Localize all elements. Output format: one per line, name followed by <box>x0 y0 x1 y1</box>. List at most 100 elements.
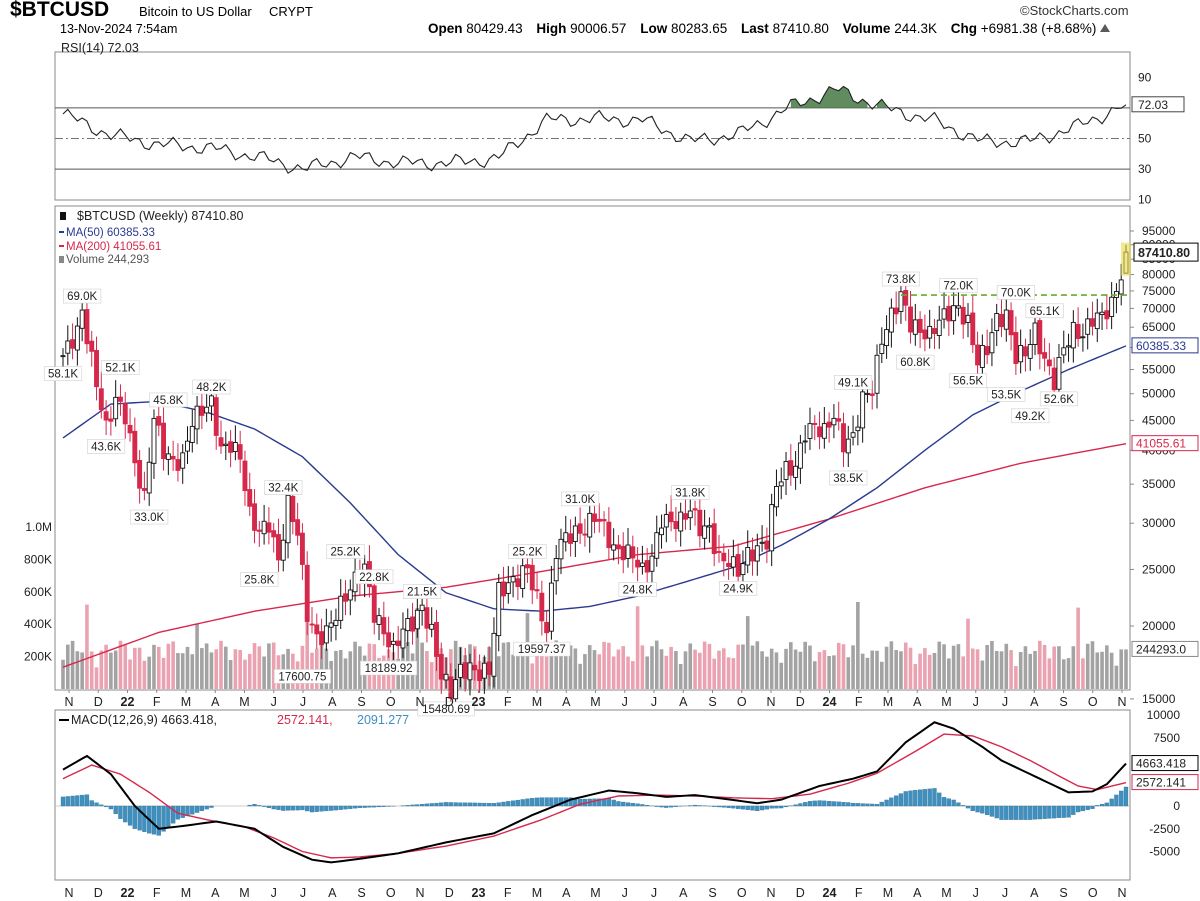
volume-bar <box>683 651 688 689</box>
volume-bar <box>1023 646 1028 689</box>
volume-bar <box>1109 652 1114 689</box>
macd-histogram-bar <box>338 805 343 810</box>
signal-last-value: 2572.141 <box>1136 776 1186 790</box>
macd-histogram-bar <box>1052 805 1057 819</box>
x-axis-tick-macd: F <box>855 886 863 900</box>
candle-body <box>750 549 755 562</box>
macd-histogram-bar <box>913 790 918 807</box>
macd-histogram-bar <box>1008 805 1014 820</box>
candle-body <box>151 417 157 464</box>
volume-bar <box>501 642 506 689</box>
volume-bar <box>204 643 209 689</box>
candle-body <box>443 673 449 681</box>
candle-body <box>381 617 387 635</box>
candle-body <box>1008 310 1014 336</box>
volume-bar <box>271 642 276 689</box>
candle-body <box>774 486 779 508</box>
macd-histogram-bar <box>487 803 492 807</box>
x-axis-tick-macd: J <box>300 886 306 900</box>
change-value: +6981.38 (+8.68%) <box>980 21 1097 36</box>
candle-body <box>261 520 267 535</box>
volume-bar <box>113 650 118 689</box>
volume-bar <box>540 646 544 689</box>
macd-histogram-bar <box>731 805 736 809</box>
volume-bar <box>247 653 252 689</box>
volume-legend: Volume 244,293 <box>66 254 149 266</box>
volume-bar <box>583 654 587 689</box>
volume-bar <box>1033 650 1037 689</box>
macd-histogram-bar <box>247 804 252 807</box>
x-axis-tick-price: M <box>239 695 249 709</box>
volume-bar <box>860 653 865 689</box>
candle-body <box>812 422 818 425</box>
x-axis-tick-price: N <box>64 695 73 709</box>
volume-bar <box>156 646 161 689</box>
macd-histogram-bar <box>1071 805 1076 815</box>
candle-body <box>687 510 693 519</box>
x-axis-tick-macd: N <box>766 886 775 900</box>
volume-bar <box>975 649 980 689</box>
volume-bar <box>736 644 740 689</box>
volume-bar <box>219 640 223 689</box>
candle-body <box>692 508 698 511</box>
low-label: Low <box>640 21 668 36</box>
price-label-box <box>63 288 102 304</box>
x-axis-tick-macd: M <box>532 886 542 900</box>
candle-body <box>228 441 234 453</box>
volume-bar <box>1085 643 1090 689</box>
price-label-box <box>513 641 571 657</box>
volume-bar <box>607 642 611 689</box>
price-label: 24.8K <box>623 584 653 596</box>
volume-bar <box>741 644 745 689</box>
price-panel-frame <box>54 205 1131 691</box>
macd-last-value: 4663.418 <box>1136 757 1186 771</box>
macd-histogram-bar <box>261 805 267 807</box>
volume-bar <box>453 640 458 689</box>
volume-bar <box>224 646 228 689</box>
open-label: Open <box>428 21 463 36</box>
collapse-arrow-icon[interactable] <box>1100 24 1111 32</box>
x-axis-tick-price: F <box>504 695 512 709</box>
macd-histogram-bar <box>621 801 626 807</box>
x-axis-tick-price: S <box>708 695 716 709</box>
candle-body <box>721 552 727 562</box>
macd-histogram-bar <box>846 802 851 807</box>
macd-histogram-bar <box>113 805 118 815</box>
candle-body <box>539 592 545 622</box>
price-axis-tick: 35000 <box>1142 477 1176 491</box>
macd-histogram-bar <box>118 805 123 819</box>
price-label-box <box>834 375 873 390</box>
volume-bar <box>616 649 621 689</box>
macd-histogram-bar <box>506 801 511 807</box>
candle-body <box>132 430 138 464</box>
instrument-type: CRYPT <box>269 4 313 19</box>
candle-body <box>501 581 506 597</box>
volume-last-value: 244293.0 <box>1136 642 1186 656</box>
ma200-last-value: 41055.61 <box>1136 437 1186 451</box>
volume-bar <box>1052 646 1056 689</box>
x-axis-tick-price: J <box>622 695 628 709</box>
macd-histogram-bar <box>295 805 300 811</box>
macd-histogram-bar <box>348 805 353 809</box>
stockcharts-credit[interactable]: ©StockCharts.com <box>1020 3 1129 18</box>
candle-body <box>582 533 588 536</box>
macd-histogram-bar <box>908 790 913 807</box>
candle-body <box>472 664 478 671</box>
x-axis-tick-price: D <box>94 695 103 709</box>
candle-body <box>817 426 822 438</box>
volume-bar <box>511 654 515 689</box>
x-axis-tick-macd: M <box>590 886 600 900</box>
price-label-box <box>326 544 365 559</box>
macd-histogram-bar <box>874 804 880 807</box>
candle-body <box>232 442 238 453</box>
candle-body <box>276 534 281 561</box>
macd-histogram-bar <box>429 803 434 807</box>
volume-bar <box>420 642 424 689</box>
x-axis-tick-price: M <box>532 695 542 709</box>
volume-bar <box>94 667 99 689</box>
change-label: Chg <box>950 21 977 36</box>
macd-histogram-bar <box>108 805 114 810</box>
macd-line <box>62 721 1127 864</box>
macd-histogram-bar <box>515 799 521 807</box>
last-price-box <box>1133 242 1199 262</box>
